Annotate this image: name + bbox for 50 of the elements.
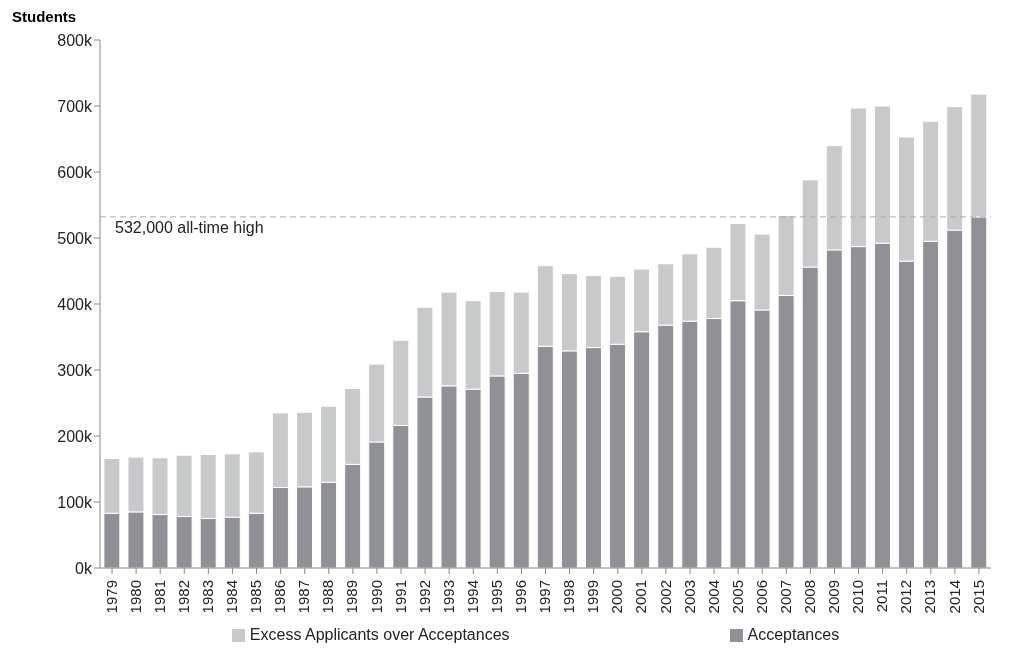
x-tick-label: 2008 <box>801 580 819 614</box>
x-tick-label: 1991 <box>391 580 409 614</box>
x-tick-label: 1989 <box>343 580 361 614</box>
y-tick-label: 100k <box>57 493 93 511</box>
x-tick-label: 1999 <box>584 580 602 614</box>
legend-label: Excess Applicants over Acceptances <box>249 626 510 644</box>
x-tick-label: 1994 <box>463 580 481 614</box>
x-tick-label: 2002 <box>656 580 674 614</box>
x-tick-label: 2006 <box>752 580 770 614</box>
ref-line-label: 532,000 all-time high <box>115 219 264 237</box>
x-tick-label: 2009 <box>825 580 843 614</box>
x-tick-label: 1990 <box>367 580 385 614</box>
y-tick-label: 0k <box>75 559 93 577</box>
y-tick-label: 800k <box>57 31 93 49</box>
y-tick-label: 300k <box>57 361 93 379</box>
x-tick-label: 2011 <box>873 580 891 613</box>
x-tick-label: 1984 <box>223 580 241 614</box>
y-tick-label: 600k <box>57 163 93 181</box>
x-tick-label: 1996 <box>512 580 530 614</box>
x-tick-label: 2014 <box>945 580 963 614</box>
x-tick-label: 2007 <box>776 580 794 614</box>
x-tick-label: 1998 <box>560 580 578 614</box>
x-tick-label: 2013 <box>921 580 939 614</box>
x-tick-label: 2001 <box>632 580 650 614</box>
x-tick-label: 1983 <box>199 580 217 614</box>
x-tick-label: 1981 <box>150 580 168 614</box>
x-tick-label: 1993 <box>439 580 457 614</box>
x-tick-label: 1992 <box>415 580 433 614</box>
x-tick-label: 2015 <box>969 580 987 614</box>
x-tick-label: 1986 <box>271 580 289 614</box>
y-tick-label: 200k <box>57 427 93 445</box>
y-tick-label: 500k <box>57 229 93 247</box>
y-tick-label: 700k <box>57 97 93 115</box>
x-tick-label: 1988 <box>319 580 337 614</box>
x-tick-label: 2010 <box>849 580 867 614</box>
y-tick-label: 400k <box>57 295 93 313</box>
x-tick-label: 1995 <box>487 580 505 614</box>
x-tick-label: 2003 <box>680 580 698 614</box>
x-tick-label: 1987 <box>295 580 313 614</box>
x-tick-label: 2012 <box>897 580 915 614</box>
x-tick-label: 1982 <box>174 580 192 614</box>
x-tick-label: 2005 <box>728 580 746 614</box>
x-tick-label: 1997 <box>536 580 554 614</box>
legend-label: Acceptances <box>747 626 840 644</box>
x-tick-label: 1979 <box>102 580 120 614</box>
x-tick-label: 2000 <box>608 580 626 614</box>
x-tick-label: 1980 <box>126 580 144 614</box>
x-tick-label: 2004 <box>704 580 722 614</box>
x-tick-label: 1985 <box>247 580 265 614</box>
y-axis-title: Students <box>12 8 78 26</box>
